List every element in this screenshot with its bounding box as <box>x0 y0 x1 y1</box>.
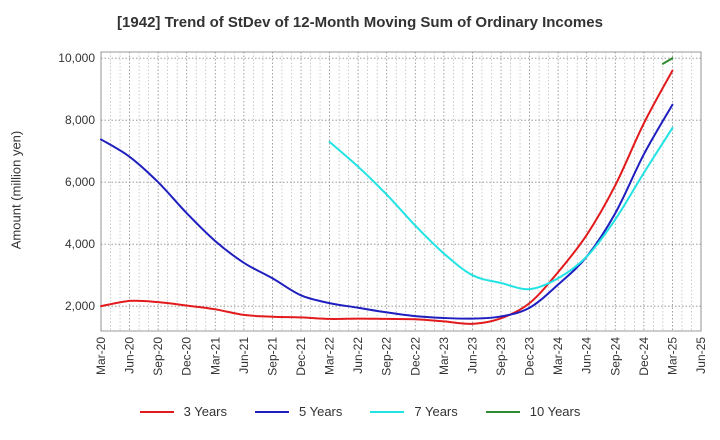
legend-swatch-7-years <box>370 410 405 413</box>
x-tick-label: Jun-22 <box>351 337 365 374</box>
grid-layer <box>100 51 702 332</box>
x-tick-label: Mar-24 <box>551 337 565 375</box>
x-tick-label: Dec-21 <box>294 337 308 376</box>
series-line-7-years <box>328 126 674 291</box>
plot-frame <box>100 51 702 332</box>
x-tick-label: Jun-23 <box>465 337 479 374</box>
series-line-10-years <box>661 57 674 65</box>
x-tick-label: Sep-23 <box>494 337 508 376</box>
y-tick-label: 6,000 <box>65 175 95 189</box>
x-tick-label: Mar-25 <box>665 337 679 375</box>
x-tick-label: Sep-21 <box>265 337 279 376</box>
x-tick-label: Sep-24 <box>608 337 622 376</box>
legend-label-3-years: 3 Years <box>183 404 227 419</box>
legend-swatch-10-years <box>485 410 520 413</box>
x-tick-label: Jun-20 <box>123 337 137 374</box>
y-tick-label: 4,000 <box>65 237 95 251</box>
legend: 3 Years 5 Years 7 Years 10 Years <box>0 404 720 419</box>
chart-title: [1942] Trend of StDev of 12-Month Moving… <box>117 14 603 31</box>
series-line-3-years <box>100 69 674 325</box>
x-tick-label: Sep-22 <box>380 337 394 376</box>
legend-item-3-years: 3 Years <box>139 404 227 419</box>
legend-swatch-3-years <box>139 410 174 413</box>
x-tick-label: Mar-23 <box>437 337 451 375</box>
legend-label-10-years: 10 Years <box>529 404 581 419</box>
legend-item-7-years: 7 Years <box>370 404 458 419</box>
y-tick-label: 10,000 <box>58 51 95 65</box>
legend-item-10-years: 10 Years <box>485 404 581 419</box>
x-tick-label: Jun-24 <box>580 337 594 374</box>
legend-swatch-5-years <box>255 410 289 413</box>
y-tick-label: 2,000 <box>65 299 95 313</box>
x-tick-label: Jun-21 <box>237 337 251 374</box>
series-layer <box>100 57 674 325</box>
x-tick-label: Dec-23 <box>523 337 537 376</box>
x-tick-label: Mar-20 <box>94 337 108 375</box>
x-tick-label: Dec-20 <box>180 337 194 376</box>
x-tick-label: Mar-21 <box>208 337 222 375</box>
y-tick-label: 8,000 <box>65 113 95 127</box>
x-tick-label: Dec-24 <box>637 337 651 376</box>
x-tick-label: Jun-25 <box>694 337 708 374</box>
legend-item-5-years: 5 Years <box>255 404 342 419</box>
x-tick-label: Dec-22 <box>408 337 422 376</box>
legend-label-7-years: 7 Years <box>414 404 458 419</box>
x-tick-label: Mar-22 <box>323 337 337 375</box>
legend-label-5-years: 5 Years <box>299 404 343 419</box>
axis-layer: Mar-20 Jun-20 Sep-20 Dec-20 Mar-21 Jun-21 Sep-… <box>58 51 708 376</box>
x-tick-label: Sep-20 <box>151 337 165 376</box>
